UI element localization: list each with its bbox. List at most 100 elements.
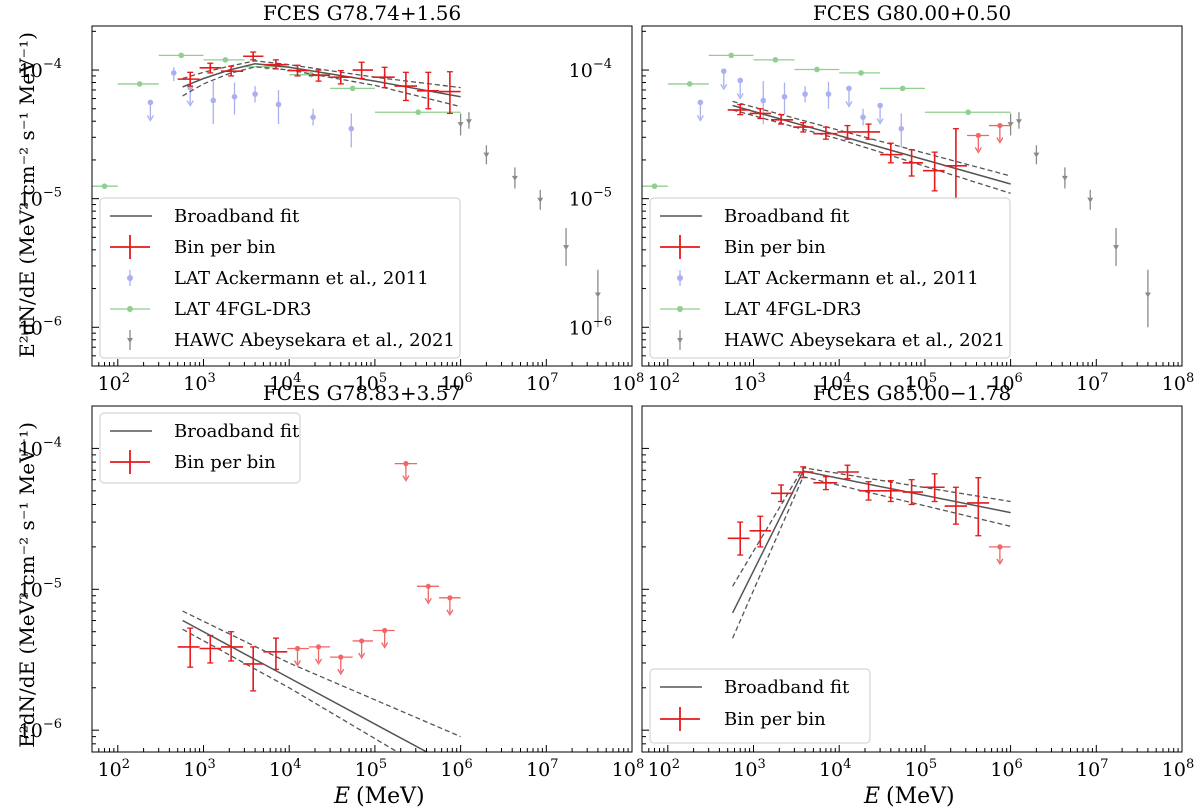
legend-dot-marker — [677, 306, 683, 312]
x-tick-label: 102 — [648, 371, 680, 395]
ul-arrow — [974, 147, 982, 154]
x-tick-exponent: 4 — [843, 757, 851, 772]
lat-ackermann-point — [802, 91, 808, 97]
lat-ackermann-ul-arrow — [876, 118, 884, 125]
lat-4fgl-point — [136, 81, 143, 87]
ul-point — [997, 122, 1003, 129]
x-tick-exponent: 8 — [1186, 757, 1194, 772]
lat-ackermann-point — [210, 97, 217, 104]
legend-label: HAWC Abeysekara et al., 2021 — [724, 330, 1005, 351]
hawc-point — [483, 152, 490, 158]
fit-lower-band — [182, 66, 461, 108]
legend-label: Broadband fit — [174, 206, 300, 227]
lat-4fgl-point — [178, 52, 185, 59]
fit-center-line — [732, 104, 1011, 185]
ul-point — [294, 645, 301, 652]
x-axis-label-left-unit: (MeV) — [356, 784, 425, 809]
lat-ackermann-ul-arrow — [845, 101, 853, 108]
legend-box — [649, 668, 871, 744]
lat-4fgl-point — [728, 52, 735, 59]
x-tick-exponent: 5 — [929, 371, 937, 386]
panel-title: FCES G78.83+3.57 — [263, 381, 461, 405]
x-tick-label: 102 — [98, 371, 130, 395]
x-tick-exponent: 8 — [1186, 371, 1194, 386]
y-axis-label-text-bottom: E²dN/dE (MeV² cm⁻² s⁻¹ MeV⁻¹) — [15, 422, 39, 748]
legend: Broadband fit Bin per bin — [99, 412, 301, 484]
hawc-point — [1033, 152, 1040, 158]
y-axis-label-text-top: E²dN/dE (MeV² cm⁻² s⁻¹ MeV⁻¹) — [15, 32, 39, 358]
hawc-point — [465, 119, 472, 125]
y-tick-label: 10−5 — [569, 186, 612, 211]
x-tick-exponent: 3 — [207, 371, 215, 386]
legend-label: LAT 4FGL-DR3 — [724, 299, 862, 320]
lat-ackermann-ul-arrow — [720, 83, 728, 91]
panel-4: FCES G85.00−1.78 102 103 104 105 106 107 108 Bro… — [641, 381, 1194, 781]
ul-point — [359, 638, 365, 644]
hawc-point — [1061, 175, 1068, 181]
legend-label: LAT 4FGL-DR3 — [174, 299, 312, 320]
legend: Broadband fit Bin per bin LAT Ackermann et… — [99, 197, 461, 359]
ul-arrow — [314, 658, 323, 666]
x-tick-exponent: 5 — [379, 757, 387, 772]
lat-ackermann-ul-point — [846, 85, 852, 92]
lat-4fgl-point — [349, 85, 356, 92]
ul-point — [447, 595, 453, 601]
ul-arrow — [402, 475, 410, 482]
x-tick-label: 106 — [440, 757, 472, 781]
legend-tri-marker — [127, 338, 133, 343]
hawc-point — [1015, 119, 1022, 125]
ul-arrow — [381, 642, 389, 649]
y-tick-exponent: −4 — [593, 57, 612, 72]
panel-title: FCES G80.00+0.50 — [813, 1, 1011, 25]
lat-4fgl-point — [814, 66, 820, 73]
x-tick-label: 103 — [733, 371, 765, 395]
x-tick-exponent: 2 — [672, 757, 680, 772]
lat-ackermann-ul-arrow — [696, 115, 704, 122]
x-tick-exponent: 7 — [550, 371, 558, 386]
lat-4fgl-point — [965, 109, 971, 116]
legend-dot-marker — [127, 275, 133, 281]
x-tick-exponent: 2 — [672, 371, 680, 386]
ul-point — [975, 132, 981, 139]
y-tick-exponent: −4 — [43, 57, 62, 72]
y-tick-exponent: −5 — [43, 576, 62, 591]
y-tick-exponent: −5 — [43, 186, 62, 201]
x-tick-exponent: 8 — [636, 757, 644, 772]
legend: Broadband fit Bin per bin — [649, 668, 871, 744]
x-tick-label: 107 — [1076, 757, 1108, 781]
legend-dot-marker — [127, 306, 133, 312]
lat-ackermann-point — [781, 93, 788, 100]
legend-label: LAT Ackermann et al., 2011 — [724, 268, 979, 289]
ul-point — [425, 583, 431, 589]
x-axis-label-right-e: E — [863, 784, 880, 809]
hawc-point — [563, 245, 570, 251]
legend: Broadband fit Bin per bin LAT Ackermann et… — [649, 197, 1011, 359]
x-tick-label: 103 — [733, 757, 765, 781]
plot-area — [177, 461, 461, 752]
x-tick-exponent: 5 — [379, 371, 387, 386]
lat-ackermann-point — [231, 93, 238, 100]
ul-point — [315, 644, 322, 650]
x-tick-label: 107 — [526, 371, 558, 395]
x-tick-label: 108 — [1162, 371, 1194, 395]
ul-point — [997, 544, 1003, 550]
plot-area — [642, 52, 1151, 328]
hawc-point — [1087, 197, 1094, 203]
lat-4fgl-point — [686, 81, 693, 87]
x-axis-label-left-e: E — [333, 784, 350, 809]
y-axis-label-top: E²dN/dE (MeV² cm⁻² s⁻¹ MeV⁻¹) — [15, 32, 39, 358]
legend-label: Broadband fit — [724, 206, 850, 227]
lat-ackermann-point — [760, 97, 767, 104]
x-tick-label: 106 — [990, 757, 1022, 781]
y-tick-exponent: −4 — [43, 435, 62, 450]
lat-ackermann-point — [252, 91, 258, 97]
hawc-point — [511, 175, 518, 181]
x-tick-exponent: 6 — [465, 757, 473, 772]
x-tick-exponent: 7 — [1100, 757, 1108, 772]
legend-tri-marker — [677, 338, 683, 343]
hawc-point — [1113, 245, 1120, 251]
legend-label: Bin per bin — [724, 709, 826, 730]
ul-arrow — [293, 660, 302, 667]
